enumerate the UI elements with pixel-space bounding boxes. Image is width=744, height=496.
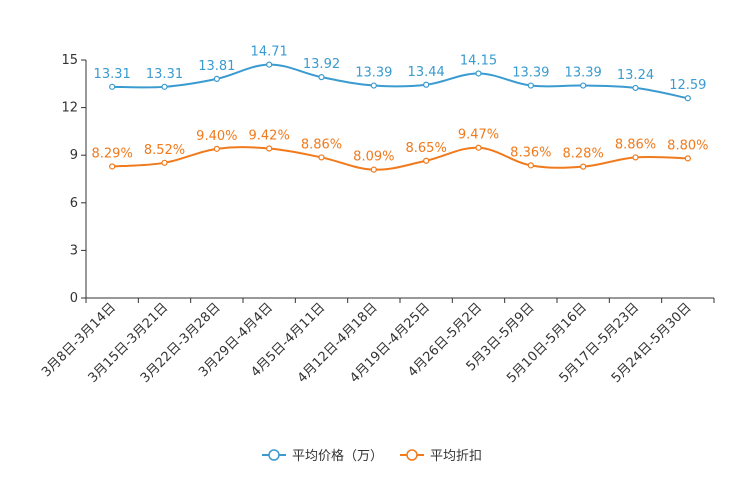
data-point	[527, 162, 534, 169]
data-point	[266, 61, 273, 68]
y-tick-label: 0	[70, 291, 78, 306]
data-label: 13.39	[565, 66, 602, 81]
data-label: 13.92	[303, 57, 340, 72]
legend-label-1: 平均价格（万）	[292, 448, 383, 464]
data-label: 12.59	[669, 78, 706, 93]
data-point	[318, 154, 325, 161]
legend-marker-1	[268, 449, 280, 461]
data-point	[475, 144, 482, 151]
y-tick-label: 6	[70, 196, 78, 211]
data-point	[527, 82, 534, 89]
data-point	[684, 95, 691, 102]
data-label: 8.09%	[353, 150, 394, 165]
data-label: 13.24	[617, 68, 654, 83]
data-label: 8.29%	[92, 146, 133, 161]
data-label: 8.80%	[667, 138, 708, 153]
data-label: 8.86%	[301, 137, 342, 152]
y-tick-label: 15	[61, 53, 78, 68]
data-label: 8.65%	[406, 141, 447, 156]
data-point	[213, 75, 220, 82]
data-point	[266, 145, 273, 152]
data-point	[161, 159, 168, 166]
data-point	[580, 82, 587, 89]
legend-label-2: 平均折扣	[430, 449, 482, 464]
series-line-2	[112, 146, 688, 171]
data-point	[475, 70, 482, 77]
data-point	[580, 163, 587, 170]
data-point	[318, 74, 325, 81]
data-label: 9.40%	[196, 129, 237, 144]
data-label: 13.31	[94, 67, 131, 82]
data-label: 8.28%	[563, 147, 604, 162]
data-label: 13.81	[198, 59, 235, 74]
data-point	[423, 81, 430, 88]
data-label: 14.15	[460, 53, 497, 68]
data-label: 8.86%	[615, 137, 656, 152]
data-point	[423, 157, 430, 164]
data-point	[684, 155, 691, 162]
data-label: 14.71	[251, 45, 288, 60]
legend-marker-2	[406, 449, 418, 461]
y-tick-label: 12	[61, 101, 78, 116]
data-point	[632, 154, 639, 161]
data-point	[161, 83, 168, 90]
data-label: 8.52%	[144, 143, 185, 158]
data-label: 9.47%	[458, 128, 499, 143]
data-label: 13.39	[512, 66, 549, 81]
data-point	[370, 166, 377, 173]
data-label: 13.39	[355, 66, 392, 81]
data-label: 13.44	[408, 65, 445, 80]
data-point	[213, 145, 220, 152]
data-label: 8.36%	[510, 145, 551, 160]
data-label: 9.42%	[249, 129, 290, 144]
data-point	[109, 163, 116, 170]
y-tick-label: 9	[70, 148, 78, 163]
data-point	[370, 82, 377, 89]
series-line-1	[112, 63, 689, 100]
y-tick-label: 3	[70, 243, 78, 258]
data-label: 13.31	[146, 67, 183, 82]
data-point	[632, 84, 639, 92]
data-point	[109, 83, 116, 90]
